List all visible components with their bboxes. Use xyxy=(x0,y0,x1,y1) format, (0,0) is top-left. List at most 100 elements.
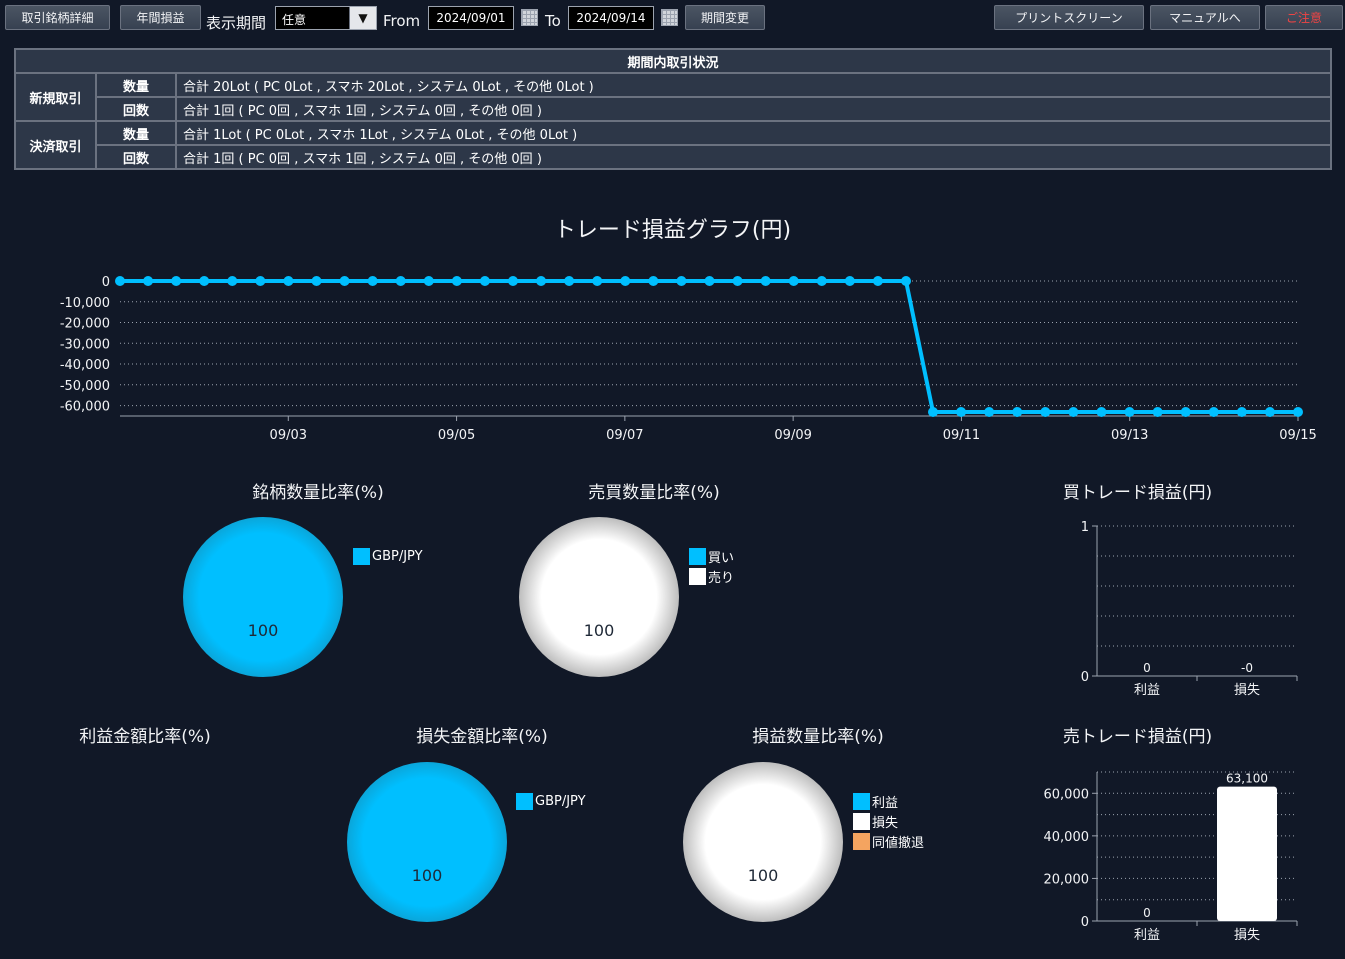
data-point xyxy=(227,276,238,286)
data-point xyxy=(928,407,938,417)
y-tick-label: -40,000 xyxy=(60,358,110,373)
calendar-icon[interactable] xyxy=(661,9,678,26)
print-screen-button[interactable]: プリントスクリーン xyxy=(994,5,1144,30)
summary-header: 期間内取引状況 xyxy=(14,48,1332,74)
bar-value-label: -0 xyxy=(1241,661,1253,675)
data-point xyxy=(508,276,518,286)
data-point xyxy=(283,276,294,286)
data-point xyxy=(1124,407,1135,417)
loss-ratio-title: 損失金額比率(%) xyxy=(416,727,548,747)
data-point xyxy=(1012,407,1023,417)
calendar-icon[interactable] xyxy=(521,9,538,26)
pl-count-ratio-pie: 100 xyxy=(683,762,843,922)
bar xyxy=(1217,786,1277,921)
bar-value-label: 0 xyxy=(1143,661,1151,675)
data-point xyxy=(816,276,827,286)
data-point xyxy=(704,276,715,286)
data-point xyxy=(1180,407,1191,417)
data-point xyxy=(143,276,154,286)
period-select[interactable]: 任意 ▼ xyxy=(275,6,377,30)
data-point xyxy=(1040,407,1051,417)
data-point xyxy=(788,276,799,286)
period-label: 表示期間 xyxy=(206,14,267,32)
pie-value-label: 100 xyxy=(584,621,615,640)
pl-line-chart: 0 -10,000 -20,000 -30,000 -40,000 -50,000 -60,… xyxy=(60,275,1317,443)
x-tick-label: 09/05 xyxy=(438,428,475,443)
qty-label: 数量 xyxy=(95,120,177,146)
x-tick-label: 09/07 xyxy=(606,428,643,443)
pie-value-label: 100 xyxy=(748,866,779,885)
data-point xyxy=(901,276,911,286)
bar-value-label: 63,100 xyxy=(1226,772,1268,786)
legend-swatch xyxy=(853,792,870,810)
x-tick-label: 09/15 xyxy=(1279,428,1316,443)
legend-swatch xyxy=(353,547,370,565)
pie-value-label: 100 xyxy=(412,866,443,885)
data-point xyxy=(339,276,350,286)
data-point xyxy=(1236,407,1247,417)
count-label: 回数 xyxy=(95,144,177,170)
manual-button[interactable]: マニュアルへ xyxy=(1150,5,1260,30)
close-count-value: 合計 1回 ( PC 0回 , スマホ 1回 , システム 0回 , その他 0… xyxy=(175,144,1332,170)
chevron-down-icon[interactable]: ▼ xyxy=(349,7,376,29)
symbol-ratio-title: 銘柄数量比率(%) xyxy=(252,483,384,503)
sell-pl-title: 売トレード損益(円) xyxy=(1062,727,1213,747)
from-date-field[interactable]: 2024/09/01 xyxy=(428,6,514,30)
buysell-ratio-pie: 100 xyxy=(519,517,679,677)
loss-ratio-pie: 100 xyxy=(347,762,507,922)
y-tick-label: -20,000 xyxy=(60,317,110,332)
legend-label: 同値撤退 xyxy=(872,835,925,851)
pl-count-ratio-legend: 利益 損失 同値撤退 xyxy=(853,791,924,851)
pie-slice xyxy=(347,762,507,922)
y-tick-label: 60,000 xyxy=(1044,787,1090,802)
period-select-value: 任意 xyxy=(282,13,307,27)
y-tick-label: 0 xyxy=(1081,670,1089,685)
qty-label: 数量 xyxy=(95,72,177,98)
y-tick-label: 20,000 xyxy=(1044,872,1090,887)
legend-label: GBP/JPY xyxy=(372,548,423,564)
data-point xyxy=(451,276,462,286)
legend-label: GBP/JPY xyxy=(535,793,586,809)
data-point xyxy=(676,276,687,286)
from-label: From xyxy=(383,12,421,30)
pl-line-chart-title: トレード損益グラフ(円) xyxy=(553,218,792,243)
to-label: To xyxy=(545,12,561,30)
sell-pl-bar-chart: 0 20,000 40,000 60,000 利益 0 損失 63,100 xyxy=(1044,771,1298,943)
pie-slice xyxy=(683,762,843,922)
annual-pl-button[interactable]: 年間損益 xyxy=(120,5,201,30)
count-label: 回数 xyxy=(95,96,177,122)
legend-swatch xyxy=(689,547,706,565)
x-tick-label: 09/09 xyxy=(774,428,811,443)
x-tick-label: 09/13 xyxy=(1111,428,1148,443)
data-point xyxy=(1264,407,1275,417)
data-point xyxy=(367,276,378,286)
to-date-field[interactable]: 2024/09/14 xyxy=(568,6,654,30)
change-period-button[interactable]: 期間変更 xyxy=(685,5,765,30)
notice-button[interactable]: ご注意 xyxy=(1265,5,1343,30)
x-tick-label: 09/11 xyxy=(943,428,980,443)
y-tick-label: 0 xyxy=(102,275,110,290)
legend-swatch xyxy=(853,832,870,850)
data-point xyxy=(1068,407,1079,417)
legend-label: 買い xyxy=(708,550,735,566)
new-count-value: 合計 1回 ( PC 0回 , スマホ 1回 , システム 0回 , その他 0… xyxy=(175,96,1332,122)
data-point xyxy=(592,276,603,286)
bar-value-label: 0 xyxy=(1143,906,1151,920)
detail-button[interactable]: 取引銘柄詳細 xyxy=(5,5,110,30)
x-tick-label: 利益 xyxy=(1134,683,1160,698)
y-tick-label: -10,000 xyxy=(60,296,110,311)
data-point xyxy=(956,407,967,417)
data-point xyxy=(620,276,631,286)
series-line xyxy=(120,279,1298,414)
legend-swatch xyxy=(689,567,706,585)
close-trade-label: 決済取引 xyxy=(14,120,97,170)
data-point xyxy=(1293,407,1303,417)
legend-swatch xyxy=(853,812,870,830)
data-point xyxy=(311,276,322,286)
data-point xyxy=(171,276,182,286)
data-point xyxy=(1208,407,1219,417)
buysell-ratio-legend: 買い 売り xyxy=(689,546,734,586)
data-point xyxy=(648,276,659,286)
y-tick-label: 0 xyxy=(1081,915,1089,930)
legend-swatch xyxy=(516,792,533,810)
